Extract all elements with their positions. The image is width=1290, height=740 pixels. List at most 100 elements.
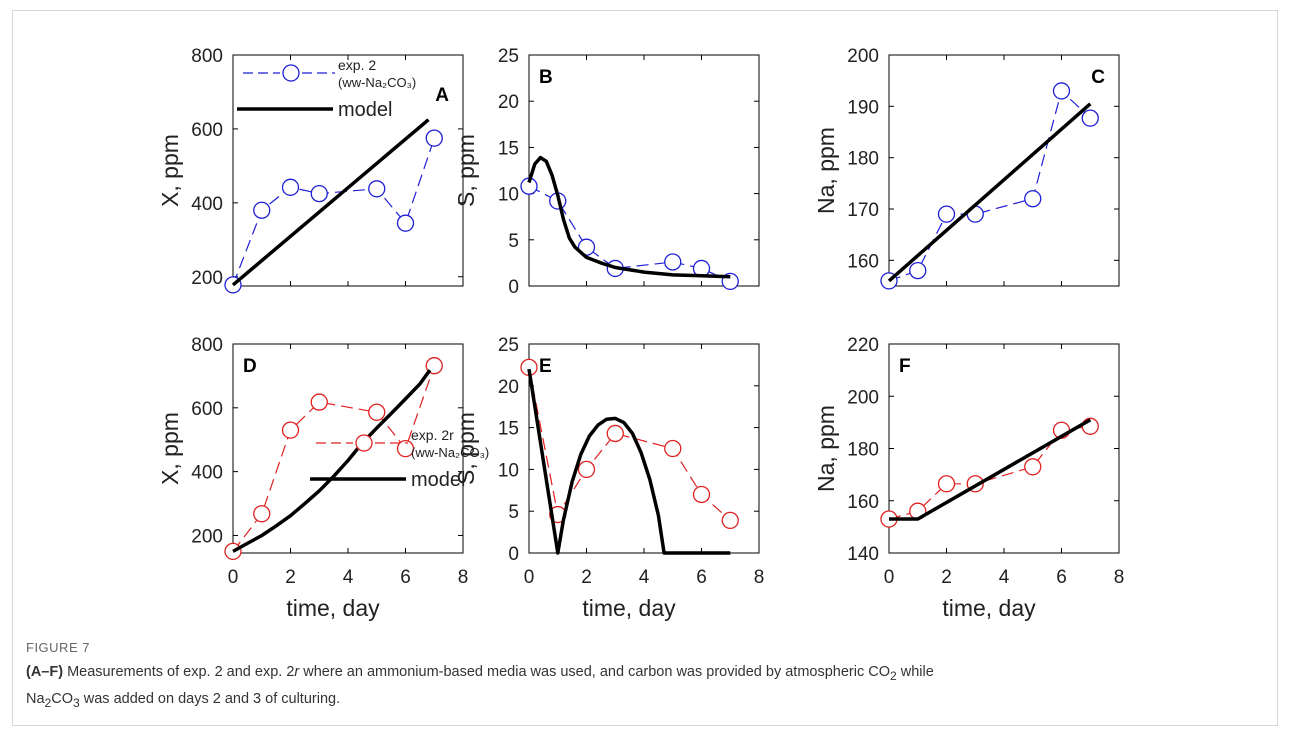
x-axis-label: time, day [286,595,380,621]
panel-f: 140 160 180 200 220 0 2 4 6 8 Na, ppm time, day F [813,335,1124,621]
y-tick-label: 190 [847,97,879,118]
y-tick-label: 800 [191,335,223,356]
x-tick-label: 6 [400,567,411,588]
y-tick-label: 200 [847,46,879,67]
panel-b: 0 5 10 15 20 25 S, ppm B [453,46,759,298]
y-tick-label: 10 [498,460,519,481]
x-tick-label: 8 [1114,567,1125,588]
y-tick-label: 5 [508,502,519,523]
data-point [311,186,327,202]
caption-line1-end: while [897,664,934,680]
data-point [369,181,385,197]
y-tick-label: 200 [191,268,223,289]
legend-label: (ww-Na₂CO₃) [338,75,416,90]
y-tick-label: 600 [191,120,223,141]
x-axis-label: time, day [582,595,676,621]
x-tick-label: 0 [228,567,239,588]
model-line [529,369,730,553]
caption-line2-rest: was added on days 2 and 3 of culturing. [80,691,340,707]
x-tick-label: 4 [639,567,650,588]
legend-data-marker [283,65,299,81]
y-axis-label: X, ppm [157,134,183,207]
panel-label: E [539,356,552,377]
x-tick-label: 0 [884,567,895,588]
data-point [1025,459,1041,475]
x-tick-label: 8 [754,567,765,588]
y-tick-label: 220 [847,335,879,356]
data-point [665,254,681,270]
x-axis-label: time, day [942,595,1036,621]
model-line [529,158,730,277]
data-point [910,263,926,279]
caption-co2-sub: 2 [890,669,897,683]
figure-label: FIGURE 7 [26,640,1262,655]
x-tick-label: 2 [285,567,296,588]
panel-e: 05101520250 2 4 6 8S, ppmtime, dayE [453,335,764,621]
y-tick-label: 140 [847,544,879,565]
data-point [1054,83,1070,99]
y-tick-label: 170 [847,200,879,221]
x-tick-label: 2 [941,567,952,588]
x-tick-label: 6 [1056,567,1067,588]
data-point [1082,110,1098,126]
y-tick-label: 20 [498,377,519,398]
y-tick-label: 25 [498,46,519,67]
data-point [254,506,270,522]
data-point [311,394,327,410]
x-tick-label: 6 [696,567,707,588]
y-tick-label: 180 [847,149,879,170]
figure-caption: FIGURE 7 (A–F) Measurements of exp. 2 an… [26,640,1262,715]
caption-lead: (A–F) [26,664,63,680]
caption-line1-post: where an ammonium-based media was used, … [299,664,890,680]
y-tick-label: 600 [191,399,223,420]
panel-label: F [899,356,911,377]
y-tick-label: 0 [508,277,519,298]
data-point [283,422,299,438]
legend-data-marker [356,435,372,451]
legend-label: model [338,99,392,121]
panel-c: 160 170 180 190 200 Na, ppm C [813,46,1119,289]
y-tick-label: 200 [847,387,879,408]
y-tick-label: 15 [498,419,519,440]
y-tick-label: 400 [191,463,223,484]
model-line [233,370,430,551]
caption-na: Na [26,691,45,707]
data-point [1025,191,1041,207]
data-point [254,202,270,218]
y-tick-label: 160 [847,251,879,272]
data-point [426,130,442,146]
caption-text: (A–F) Measurements of exp. 2 and exp. 2r… [26,661,1262,715]
y-tick-label: 10 [498,185,519,206]
axes-box [529,55,759,286]
y-tick-label: 200 [191,526,223,547]
y-tick-label: 15 [498,138,519,159]
data-point [369,404,385,420]
y-tick-label: 160 [847,492,879,513]
legend-label: exp. 2r [411,427,454,443]
axes-box [889,344,1119,553]
data-point [398,215,414,231]
y-axis-label: Na, ppm [813,405,839,492]
caption-line1-pre: Measurements of exp. 2 and exp. 2 [63,664,294,680]
data-point [607,425,623,441]
data-line [233,366,434,552]
panel-label: D [243,356,257,377]
panel-label: C [1091,67,1105,88]
y-tick-label: 180 [847,440,879,461]
data-point [939,476,955,492]
data-point [579,461,595,477]
legend-label: exp. 2 [338,57,376,73]
y-axis-label: S, ppm [453,134,479,207]
y-tick-label: 0 [508,544,519,565]
x-tick-label: 2 [581,567,592,588]
y-tick-label: 5 [508,231,519,252]
caption-co-sub: 3 [73,696,80,710]
panel-label: A [435,85,449,106]
y-axis-label: Na, ppm [813,127,839,214]
y-tick-label: 800 [191,46,223,67]
data-point [694,486,710,502]
x-tick-label: 4 [343,567,354,588]
